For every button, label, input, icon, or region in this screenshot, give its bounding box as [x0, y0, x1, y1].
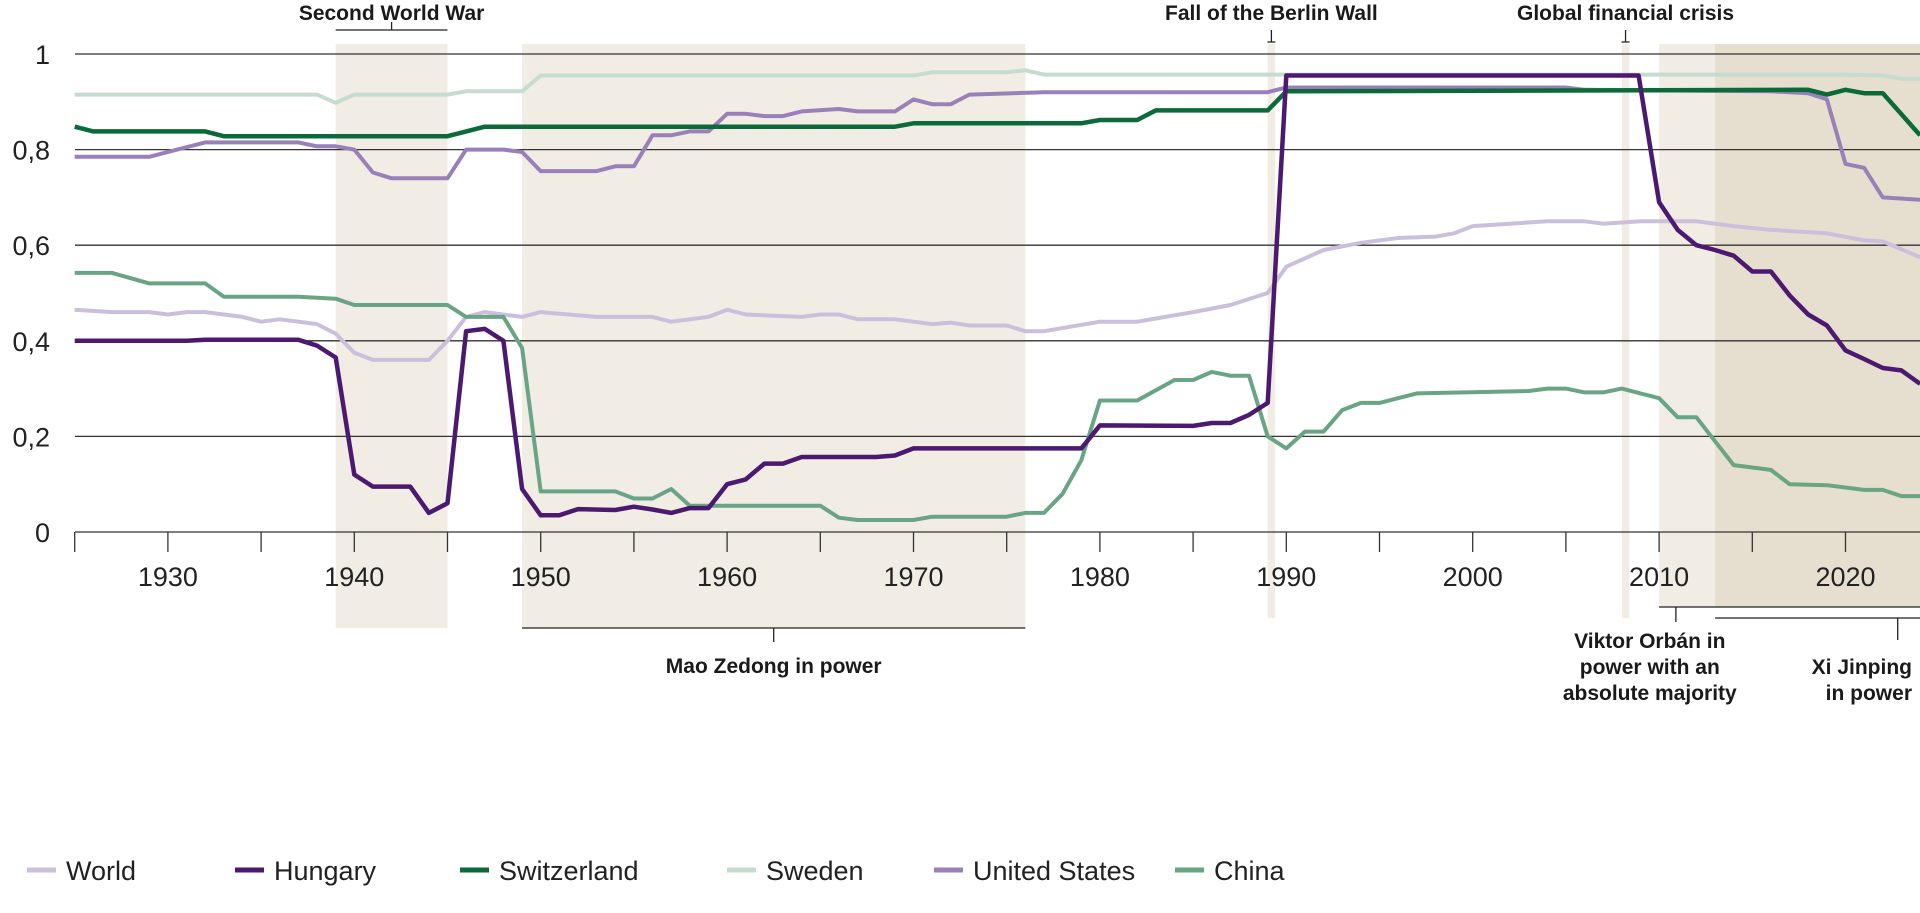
series-line-world — [74, 219, 1920, 362]
x-tick-label: 1980 — [1070, 562, 1130, 592]
legend-label: Hungary — [274, 856, 377, 886]
annotation-ww2: Second World War — [299, 2, 485, 25]
annotation-mao: Mao Zedong in power — [666, 655, 882, 678]
legend: World Hungary Switzerland Sweden United Stat… — [27, 856, 1286, 886]
x-tick-label: 1970 — [883, 562, 943, 592]
x-tick-label: 1950 — [511, 562, 571, 592]
gridlines: 0 0,2 0,4 0,6 0,8 1 — [12, 40, 1920, 548]
x-tick-label: 1940 — [324, 562, 384, 592]
x-tick-label: 1960 — [697, 562, 757, 592]
y-tick-label: 0,2 — [12, 422, 50, 452]
legend-label: Switzerland — [499, 856, 639, 886]
x-tick-label: 2000 — [1443, 562, 1503, 592]
x-tick-label: 1990 — [1256, 562, 1316, 592]
legend-label: World — [66, 856, 136, 886]
period-band — [1621, 44, 1630, 618]
annotation-xi-line2: in power — [1826, 682, 1912, 705]
y-tick-label: 0 — [35, 518, 50, 548]
legend-label: Sweden — [766, 856, 864, 886]
period-band — [1715, 44, 1920, 607]
series-line-china — [74, 270, 1920, 522]
x-tick-label: 2010 — [1629, 562, 1689, 592]
y-tick-label: 0,8 — [12, 136, 50, 166]
y-tick-label: 0,4 — [12, 327, 50, 357]
annotation-xi-line1: Xi Jinping — [1812, 656, 1912, 679]
series-line-switzerland — [74, 87, 1920, 139]
annotation-orban-line3: absolute majority — [1563, 682, 1737, 705]
period-band — [522, 44, 1026, 628]
y-tick-label: 0,6 — [12, 231, 50, 261]
legend-label: China — [1214, 856, 1286, 886]
series-line-sweden — [74, 68, 1920, 105]
period-bands — [335, 44, 1920, 628]
annotation-orban-line2: power with an — [1580, 656, 1720, 679]
y-tick-label: 1 — [35, 40, 50, 70]
series-line-hungary — [74, 73, 1920, 518]
legend-label: United States — [973, 856, 1135, 886]
annotations: Second World War Fall of the Berlin Wall… — [299, 2, 1920, 705]
x-tick-label: 1930 — [138, 562, 198, 592]
series-lines — [74, 68, 1920, 522]
annotation-orban-line1: Viktor Orbán in — [1574, 630, 1725, 653]
x-tick-label: 2020 — [1815, 562, 1875, 592]
period-band — [335, 44, 448, 628]
annotation-financial-crisis: Global financial crisis — [1517, 2, 1734, 25]
annotation-berlin-wall: Fall of the Berlin Wall — [1165, 2, 1378, 25]
x-axis: 1930 1940 1950 1960 1970 1980 1990 2000 2010 2020 — [74, 532, 1876, 592]
